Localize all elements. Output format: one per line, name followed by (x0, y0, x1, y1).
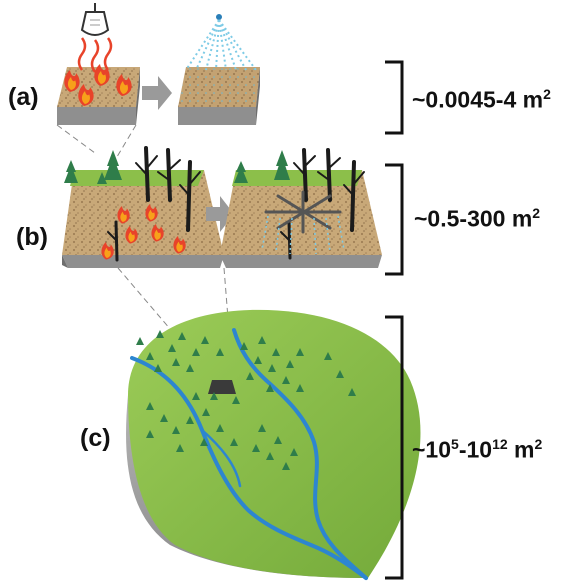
sprinkler-icon (185, 14, 257, 71)
panel-a (57, 3, 260, 125)
river-network (130, 328, 368, 580)
conifer-tree-icon (176, 444, 184, 452)
conifer-tree-icon (282, 376, 290, 384)
conifer-tree-icon (254, 356, 262, 364)
scale-brackets (385, 60, 404, 580)
burned-snag-icon (317, 148, 341, 202)
conifer-tree-icon (230, 438, 238, 446)
flame-icon (145, 204, 158, 222)
bracket-icon (385, 315, 404, 580)
flame-icon (64, 70, 80, 92)
conifer-tree-icon (258, 424, 266, 432)
arrow-icon (142, 76, 172, 110)
snags-b1 (107, 146, 201, 262)
burned-snag-icon (280, 220, 292, 260)
conifer-tree-icon (216, 424, 224, 432)
panel-label-b: (b) (16, 223, 48, 251)
conifer-tree-icon (192, 348, 200, 356)
burned-snag-icon (135, 146, 158, 202)
conifer-tree-icon (186, 416, 194, 424)
conifer-tree-icon (168, 344, 176, 352)
scale-label-c: ~105-1012 m2 (412, 436, 543, 463)
trees-b1 (64, 150, 122, 184)
conifer-tree-icon (266, 384, 274, 392)
conifer-tree-icon (286, 360, 294, 368)
landscape-trees (136, 330, 356, 470)
conifer-tree-icon (274, 436, 282, 444)
bracket-icon (385, 163, 404, 276)
plot-block-a-rain (178, 67, 260, 125)
conifer-tree-icon (216, 348, 224, 356)
conifer-tree-icon (246, 372, 254, 380)
conifer-tree-icon (154, 364, 162, 372)
burned-snag-icon (107, 220, 119, 262)
burned-snag-icon (293, 148, 316, 202)
conifer-tree-icon (240, 342, 248, 350)
conifer-tree-icon (296, 348, 304, 356)
flame-icon (151, 224, 164, 242)
conifer-tree-icon (232, 396, 240, 404)
conifer-tree-icon (234, 161, 248, 183)
conifer-tree-icon (282, 462, 290, 470)
scale-label-a: ~0.0045-4 m2 (412, 86, 551, 113)
burned-snag-icon (179, 160, 201, 232)
conifer-tree-icon (178, 332, 186, 340)
conifer-tree-icon (146, 430, 154, 438)
conifer-tree-icon (192, 392, 200, 400)
conifer-tree-icon (258, 336, 266, 344)
conifer-tree-icon (146, 402, 154, 410)
flame-icon (173, 236, 186, 254)
plot-marker (208, 380, 236, 394)
panel-label-a: (a) (8, 83, 39, 111)
burned-snag-icon (343, 160, 365, 232)
snags-b2 (280, 148, 365, 260)
flames-b (101, 204, 186, 260)
plot-block-b-rain (220, 170, 382, 268)
conifer-tree-icon (324, 352, 332, 360)
panel-c (126, 309, 421, 580)
conifer-tree-icon (160, 414, 168, 422)
scale-label-b: ~0.5-300 m2 (414, 205, 541, 232)
conifer-tree-icon (202, 408, 210, 416)
flame-icon (117, 206, 130, 224)
conifer-tree-icon (252, 444, 260, 452)
bracket-icon (385, 60, 404, 135)
flame-icon (116, 74, 132, 96)
flame-icon (94, 64, 110, 86)
flame-icon (101, 242, 114, 260)
conifer-tree-icon (104, 150, 122, 180)
flame-icon (125, 226, 138, 244)
conifer-tree-icon (97, 172, 107, 184)
flame-icon (78, 84, 94, 106)
conifer-tree-icon (290, 448, 298, 456)
conifer-tree-icon (268, 364, 276, 372)
panel-label-c: (c) (80, 424, 111, 452)
conifer-tree-icon (210, 392, 218, 400)
flames-a (64, 64, 132, 106)
plot-block-b-burn (62, 170, 224, 268)
conifer-tree-icon (266, 452, 274, 460)
conifer-tree-icon (156, 330, 164, 338)
conifer-tree-icon (296, 384, 304, 392)
conifer-tree-icon (272, 348, 280, 356)
conifer-tree-icon (172, 426, 180, 434)
conifer-tree-icon (64, 160, 78, 183)
conifer-tree-icon (348, 388, 356, 396)
conifer-tree-icon (201, 336, 209, 344)
conifer-tree-icon (274, 150, 290, 180)
burned-snag-icon (157, 148, 181, 202)
conifer-tree-icon (146, 352, 154, 360)
conifer-tree-icon (200, 438, 208, 446)
rainfall-simulator-icon (261, 190, 345, 255)
conifer-tree-icon (336, 370, 344, 378)
trees-b2 (234, 150, 290, 183)
conifer-tree-icon (172, 358, 180, 366)
conifer-tree-icon (186, 364, 194, 372)
conifer-tree-icon (136, 337, 144, 345)
panel-b (62, 146, 382, 268)
heat-lamp-icon (77, 3, 113, 73)
